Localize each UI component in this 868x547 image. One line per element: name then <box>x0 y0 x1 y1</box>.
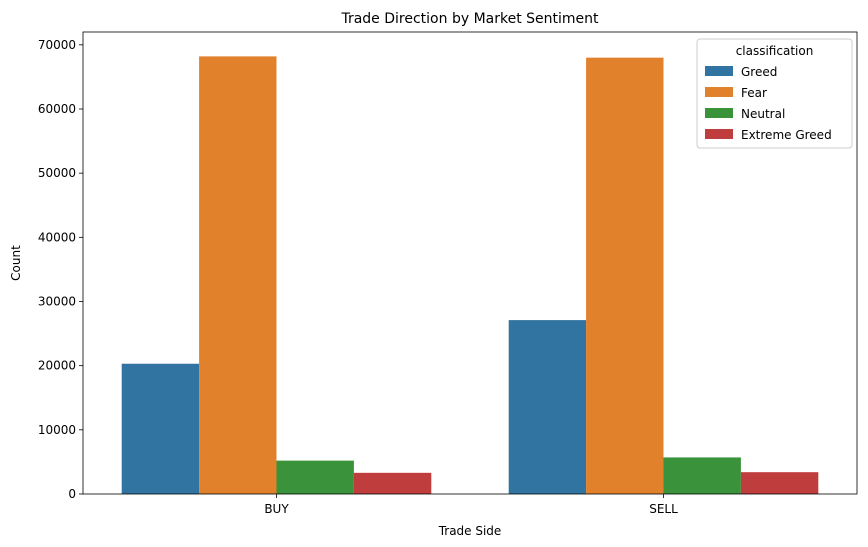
legend-swatch-fear <box>705 87 733 97</box>
legend-box <box>696 38 853 149</box>
bar-extreme-greed-buy <box>353 472 432 494</box>
legend-swatch-extreme-greed <box>705 129 733 139</box>
y-axis: 0 10000 20000 30000 40000 50000 60000 70000 <box>38 38 83 501</box>
legend: classification Greed Fear Neutral Extreme Gr… <box>696 38 853 149</box>
x-tick-label: BUY <box>264 502 289 516</box>
bar-fear-sell <box>586 57 664 495</box>
bar-fear-buy <box>199 56 277 495</box>
legend-swatch-greed <box>705 66 733 76</box>
legend-label-fear: Fear <box>741 86 767 100</box>
y-axis-label: Count <box>9 245 23 281</box>
y-tick-label: 0 <box>68 487 76 501</box>
y-tick-label: 40000 <box>38 230 76 244</box>
legend-label-greed: Greed <box>741 65 777 79</box>
bar-neutral-buy <box>276 460 354 494</box>
legend-label-neutral: Neutral <box>741 107 785 121</box>
y-tick-label: 50000 <box>38 166 76 180</box>
legend-title: classification <box>736 44 814 58</box>
y-tick-label: 60000 <box>38 102 76 116</box>
y-tick-label: 70000 <box>38 38 76 52</box>
bar-extreme-greed-sell <box>740 472 819 494</box>
bar-greed-buy <box>121 363 200 494</box>
x-tick-label: SELL <box>649 502 678 516</box>
legend-swatch-neutral <box>705 108 733 118</box>
y-tick-label: 10000 <box>38 423 76 437</box>
legend-label-extreme-greed: Extreme Greed <box>741 128 832 142</box>
x-axis: BUY SELL <box>264 494 678 516</box>
bar-neutral-sell <box>663 457 741 494</box>
plot-frame <box>82 31 858 495</box>
x-axis-label: Trade Side <box>438 524 502 538</box>
bar-greed-sell <box>508 320 587 494</box>
y-tick-label: 30000 <box>38 295 76 309</box>
bars-group <box>121 56 819 495</box>
chart-title: Trade Direction by Market Sentiment <box>340 11 599 27</box>
y-tick-label: 20000 <box>38 359 76 373</box>
